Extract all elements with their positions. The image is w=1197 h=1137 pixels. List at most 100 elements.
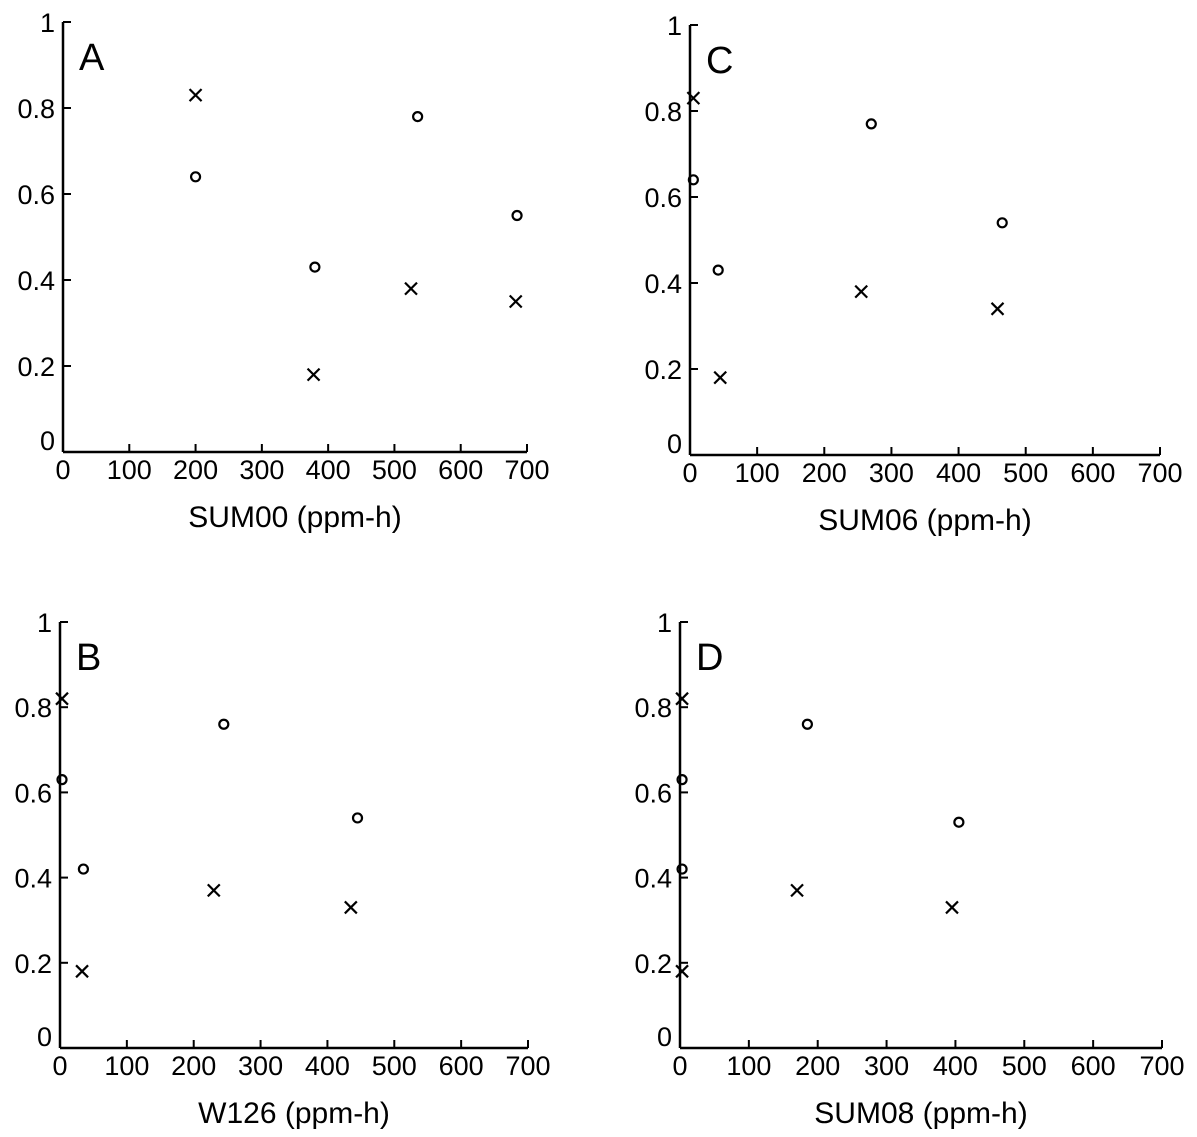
data-point-circle bbox=[351, 812, 364, 824]
data-point-cross bbox=[206, 883, 221, 898]
panel-letter: C bbox=[706, 40, 733, 82]
data-point-circle bbox=[511, 209, 523, 222]
x-tick-label: 100 bbox=[735, 458, 780, 488]
data-point-cross bbox=[686, 91, 701, 105]
x-tick-label: 500 bbox=[372, 455, 417, 485]
x-tick-label: 0 bbox=[52, 1051, 67, 1081]
cross-stroke bbox=[990, 302, 1005, 316]
data-point-cross bbox=[344, 900, 358, 915]
x-tick-label: 400 bbox=[305, 1051, 350, 1081]
data-point-cross bbox=[945, 900, 959, 915]
data-point-circle bbox=[687, 174, 699, 186]
x-tick-label: 300 bbox=[238, 1051, 283, 1081]
x-tick-label: 500 bbox=[1002, 1051, 1047, 1081]
cross-stroke bbox=[188, 88, 203, 102]
x-tick-label: 400 bbox=[306, 455, 351, 485]
x-tick-label: 600 bbox=[1071, 1051, 1116, 1081]
data-point-circle bbox=[676, 774, 688, 786]
data-point-cross bbox=[55, 691, 69, 706]
x-tick-label: 500 bbox=[372, 1051, 417, 1081]
y-tick-label: 1 bbox=[40, 8, 55, 38]
y-tick-label: 0.8 bbox=[634, 693, 672, 723]
x-tick-label: 600 bbox=[438, 455, 483, 485]
panel-c: 0 0.2 0.4 0.6 0.8 1 0 100 200 300 400 500 600 700 SUM0… bbox=[644, 11, 1182, 537]
panel-letter: D bbox=[696, 637, 723, 679]
x-axis-label: SUM00 (ppm-h) bbox=[188, 501, 401, 534]
cross-stroke bbox=[306, 367, 321, 382]
x-axis-label: W126 (ppm-h) bbox=[198, 1097, 390, 1130]
y-tick-label: 0.4 bbox=[644, 269, 682, 299]
data-point-cross bbox=[854, 284, 868, 299]
x-tick-label: 300 bbox=[869, 458, 914, 488]
y-tick-label: 0.8 bbox=[17, 94, 55, 124]
cross-stroke bbox=[55, 691, 69, 706]
y-tick-label: 0 bbox=[40, 426, 55, 456]
cross-stroke bbox=[508, 294, 523, 309]
x-tick-label: 0 bbox=[682, 458, 697, 488]
y-tick-label: 0.4 bbox=[17, 266, 55, 296]
y-tick-label: 1 bbox=[657, 608, 672, 638]
data-point-circle bbox=[218, 718, 230, 730]
cross-stroke bbox=[404, 281, 418, 296]
y-tick-label: 0 bbox=[37, 1022, 52, 1052]
data-point-circle bbox=[712, 264, 724, 276]
panel-a: 0 0.2 0.4 0.6 0.8 1 0 100 200 300 400 500 600 700 SUM0… bbox=[17, 8, 549, 534]
y-tick-label: 0.6 bbox=[14, 778, 52, 808]
data-point-circle bbox=[996, 217, 1008, 229]
data-point-cross bbox=[508, 294, 523, 309]
x-tick-label: 700 bbox=[505, 1051, 550, 1081]
x-tick-label: 200 bbox=[173, 455, 218, 485]
data-point-cross bbox=[675, 964, 689, 979]
x-tick-label: 100 bbox=[104, 1051, 149, 1081]
y-tick-label: 1 bbox=[37, 608, 52, 638]
panel-letter: A bbox=[79, 37, 105, 79]
y-tick-label: 0 bbox=[657, 1022, 672, 1052]
x-axis-label: SUM08 (ppm-h) bbox=[814, 1097, 1027, 1130]
panel-d: 0 0.2 0.4 0.6 0.8 1 0 100 200 300 400 500 600 700 SUM0… bbox=[634, 608, 1184, 1130]
panel-letter: B bbox=[76, 637, 101, 679]
y-tick-label: 0.8 bbox=[644, 97, 682, 127]
data-point-circle bbox=[189, 171, 202, 183]
x-tick-label: 0 bbox=[672, 1051, 687, 1081]
x-tick-label: 600 bbox=[1070, 458, 1115, 488]
y-tick-label: 0.8 bbox=[14, 693, 52, 723]
x-tick-label: 500 bbox=[1003, 458, 1048, 488]
x-tick-label: 700 bbox=[1139, 1051, 1184, 1081]
data-point-circle bbox=[56, 774, 68, 786]
y-tick-label: 0.2 bbox=[644, 355, 682, 385]
data-point-circle bbox=[953, 816, 965, 828]
cross-stroke bbox=[675, 691, 689, 706]
y-tick-label: 0.4 bbox=[14, 864, 52, 894]
data-point-circle bbox=[676, 863, 688, 875]
data-point-cross bbox=[404, 281, 418, 296]
cross-stroke bbox=[206, 883, 221, 898]
data-point-circle bbox=[77, 863, 90, 875]
x-tick-label: 200 bbox=[795, 1051, 840, 1081]
data-point-cross bbox=[188, 88, 203, 102]
x-tick-label: 100 bbox=[726, 1051, 771, 1081]
x-tick-label: 400 bbox=[936, 458, 981, 488]
data-point-cross bbox=[75, 964, 89, 979]
x-tick-label: 200 bbox=[802, 458, 847, 488]
y-tick-label: 0 bbox=[667, 429, 682, 459]
cross-stroke bbox=[344, 900, 358, 915]
x-tick-label: 200 bbox=[171, 1051, 216, 1081]
y-tick-label: 0.2 bbox=[14, 949, 52, 979]
cross-stroke bbox=[686, 91, 701, 105]
y-tick-label: 0.6 bbox=[644, 183, 682, 213]
cross-stroke bbox=[713, 370, 727, 385]
panel-b: 0 0.2 0.4 0.6 0.8 1 0 100 200 300 400 500 600 700 W126… bbox=[14, 608, 550, 1130]
data-point-cross bbox=[790, 883, 804, 898]
x-tick-label: 600 bbox=[439, 1051, 484, 1081]
x-tick-label: 400 bbox=[933, 1051, 978, 1081]
x-tick-label: 700 bbox=[1137, 458, 1182, 488]
x-tick-label: 300 bbox=[864, 1051, 909, 1081]
cross-stroke bbox=[675, 964, 689, 979]
cross-stroke bbox=[790, 883, 804, 898]
data-point-cross bbox=[990, 302, 1005, 316]
x-tick-label: 700 bbox=[504, 455, 549, 485]
x-tick-label: 100 bbox=[107, 455, 152, 485]
data-point-circle bbox=[309, 261, 321, 273]
x-tick-label: 300 bbox=[239, 455, 284, 485]
